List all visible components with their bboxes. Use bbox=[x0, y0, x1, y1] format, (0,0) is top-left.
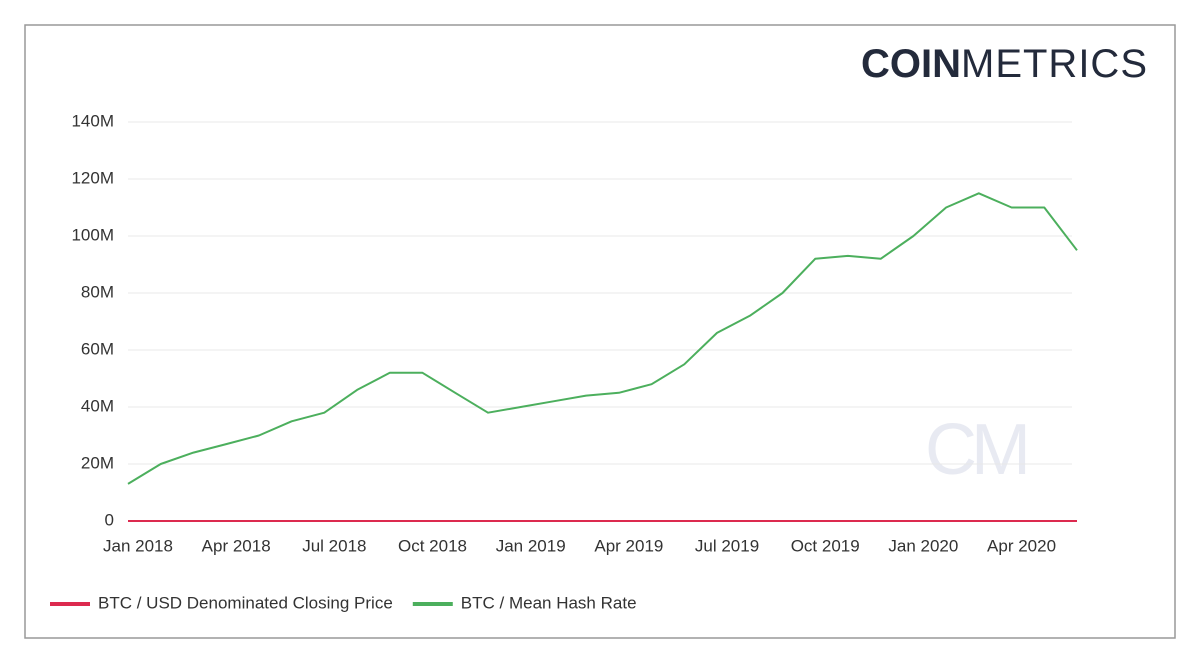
y-tick-label: 120M bbox=[71, 168, 114, 187]
brand-light: METRICS bbox=[961, 42, 1148, 86]
x-tick-label: Jan 2018 bbox=[103, 536, 173, 555]
watermark: CM bbox=[925, 410, 1026, 490]
y-tick-label: 140M bbox=[71, 111, 114, 130]
series-line bbox=[127, 192, 1078, 485]
y-tick-label: 40M bbox=[81, 396, 114, 415]
x-tick-label: Jan 2019 bbox=[496, 536, 566, 555]
x-tick-label: Apr 2020 bbox=[987, 536, 1056, 555]
y-tick-label: 20M bbox=[81, 453, 114, 472]
y-tick-label: 60M bbox=[81, 339, 114, 358]
x-tick-label: Oct 2019 bbox=[791, 536, 860, 555]
y-tick-label: 0 bbox=[105, 510, 114, 529]
y-tick-label: 100M bbox=[71, 225, 114, 244]
legend-label: BTC / USD Denominated Closing Price bbox=[98, 593, 393, 612]
x-tick-label: Apr 2019 bbox=[594, 536, 663, 555]
x-tick-label: Jan 2020 bbox=[888, 536, 958, 555]
x-tick-label: Apr 2018 bbox=[202, 536, 271, 555]
legend-label: BTC / Mean Hash Rate bbox=[461, 593, 637, 612]
brand-logo: COINMETRICS bbox=[861, 42, 1148, 86]
x-tick-label: Jul 2018 bbox=[302, 536, 366, 555]
frame bbox=[24, 24, 1176, 639]
brand-bold: COIN bbox=[861, 42, 961, 86]
y-tick-label: 80M bbox=[81, 282, 114, 301]
x-tick-label: Oct 2018 bbox=[398, 536, 467, 555]
x-tick-label: Jul 2019 bbox=[695, 536, 759, 555]
